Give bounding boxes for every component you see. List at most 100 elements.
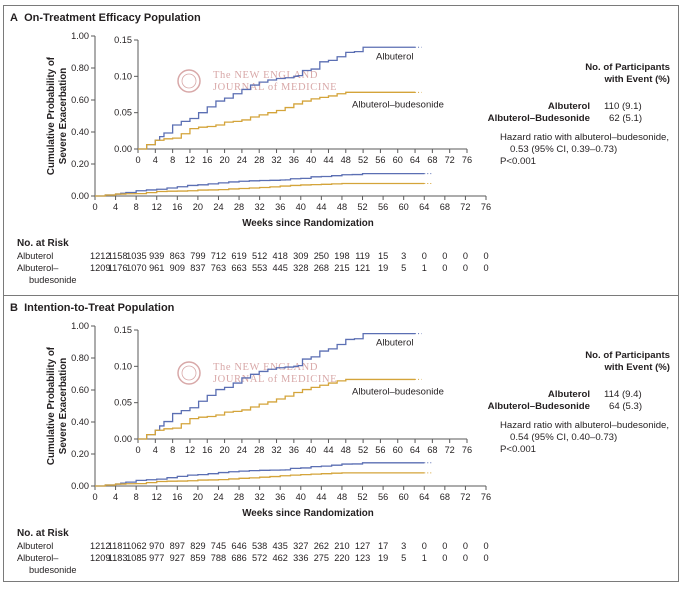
events-value: 114 (9.4) (604, 389, 642, 400)
p-value: P<0.001 (500, 444, 537, 455)
x-tick-label: 36 (275, 202, 285, 212)
x-tick-label: 40 (296, 202, 306, 212)
inset-x-tick-label: 52 (358, 155, 368, 165)
inset-x-tick-label: 36 (289, 445, 299, 455)
events-header: No. of Participants with Event (%) (530, 350, 670, 374)
risk-value: 0 (462, 263, 468, 273)
events-table: Albuterol 114 (9.4) Albuterol–Budesonide… (480, 389, 660, 413)
x-tick-label: 76 (481, 492, 491, 502)
watermark-line1: The NEW ENGLAND (213, 70, 318, 81)
risk-value: 0 (483, 541, 489, 551)
y-tick-label: 0.60 (71, 385, 89, 395)
events-value: 110 (9.1) (604, 101, 642, 112)
panel-letter: A (10, 12, 18, 24)
inset-x-tick-label: 44 (323, 155, 333, 165)
x-tick-label: 28 (234, 492, 244, 502)
inset-x-tick-label: 0 (135, 155, 140, 165)
inset-x-tick-label: 56 (375, 155, 385, 165)
risk-value: 17 (377, 541, 389, 551)
inset-y-tick-label: 0.15 (114, 35, 132, 45)
risk-value: 799 (190, 251, 206, 261)
inset-y-tick-label: 0.00 (114, 434, 132, 444)
risk-value: 0 (462, 541, 468, 551)
panel-divider (3, 295, 679, 296)
risk-value: 0 (483, 251, 489, 261)
events-header-line1: No. of Participants (585, 62, 670, 73)
x-tick-label: 24 (213, 492, 223, 502)
x-tick-label: 72 (460, 202, 470, 212)
events-group: Albuterol–Budesonide (487, 113, 590, 124)
risk-value: 1181 (107, 541, 128, 551)
watermark-line1: The NEW ENGLAND (213, 362, 318, 373)
risk-value: 1212 (90, 541, 111, 551)
inset-x-tick-label: 48 (341, 445, 351, 455)
y-tick-label: 0.80 (71, 63, 89, 73)
risk-value: 829 (190, 541, 206, 551)
x-tick-label: 56 (378, 202, 388, 212)
inset-y-tick-label: 0.15 (114, 325, 132, 335)
risk-value: 538 (251, 541, 268, 551)
y-axis-title: Cumulative Probability ofSevere Exacerba… (46, 346, 69, 465)
risk-value: 198 (334, 251, 350, 261)
inset-x-tick-label: 76 (462, 445, 472, 455)
risk-label: Albuterol– (17, 553, 59, 563)
curve-label-budesonide: Albuterol–budesonide (352, 99, 444, 110)
risk-value: 0 (421, 251, 427, 261)
main-curve-albuterol (95, 172, 425, 197)
inset-x-tick-label: 0 (135, 445, 140, 455)
hazard-line: 0.53 (95% CI, 0.39–0.73) (510, 144, 618, 155)
risk-value: 5 (401, 553, 407, 563)
x-tick-label: 8 (134, 202, 139, 212)
inset-x-tick-label: 32 (271, 445, 281, 455)
risk-value: 939 (149, 251, 165, 261)
y-tick-label: 0.40 (71, 417, 89, 427)
risk-value: 5 (401, 263, 407, 273)
events-group: Albuterol (547, 101, 590, 112)
curve-label-budesonide: Albuterol–budesonide (352, 386, 444, 397)
risk-value: 763 (210, 263, 227, 273)
y-tick-label: 0.60 (71, 95, 89, 105)
events-value: 64 (5.3) (609, 401, 643, 412)
inset-y-tick-label: 0.05 (114, 398, 132, 408)
y-axis-title-line1: Cumulative Probability of (46, 346, 57, 465)
risk-value: 0 (462, 251, 468, 261)
inset-x-tick-label: 68 (427, 445, 437, 455)
panel-b-title: B Intention-to-Treat Population (10, 302, 174, 314)
x-tick-label: 64 (419, 492, 429, 502)
risk-value: 1 (421, 263, 427, 273)
risk-value: 646 (231, 541, 247, 551)
x-tick-label: 16 (172, 492, 182, 502)
x-tick-label: 4 (113, 492, 118, 502)
risk-title: No. at Risk (17, 528, 69, 539)
y-tick-label: 1.00 (71, 31, 89, 41)
inset-x-tick-label: 16 (202, 155, 212, 165)
x-tick-label: 28 (234, 202, 244, 212)
events-table: Albuterol 110 (9.1) Albuterol–Budesonide… (480, 101, 660, 125)
risk-value: 0 (442, 263, 448, 273)
risk-value: 1062 (126, 541, 147, 551)
hazard-line: 0.54 (95% CI, 0.40–0.73) (510, 432, 618, 443)
x-tick-label: 48 (337, 202, 347, 212)
risk-value: 119 (355, 251, 370, 261)
hazard-ratio: Hazard ratio with albuterol–budesonide, … (500, 420, 680, 456)
x-tick-label: 32 (255, 492, 265, 502)
inset-x-tick-label: 12 (185, 155, 195, 165)
p-value: P<0.001 (500, 156, 537, 167)
y-tick-label: 1.00 (71, 321, 89, 331)
inset-x-tick-label: 40 (306, 445, 316, 455)
inset-y-tick-label: 0.10 (114, 361, 132, 371)
risk-value: 275 (313, 553, 330, 563)
risk-value: 3 (401, 541, 407, 551)
panel-letter: B (10, 302, 18, 314)
panel-title-text: Intention-to-Treat Population (24, 302, 175, 314)
events-header-line2: with Event (%) (604, 362, 670, 373)
risk-value: 712 (210, 251, 227, 261)
inset-x-tick-label: 60 (393, 155, 403, 165)
curve-label-albuterol: Albuterol (376, 51, 414, 62)
x-tick-label: 72 (460, 492, 470, 502)
inset-x-tick-label: 48 (341, 155, 351, 165)
x-tick-label: 44 (316, 492, 326, 502)
x-axis-title: Weeks since Randomization (242, 508, 374, 519)
risk-value: 859 (190, 553, 206, 563)
